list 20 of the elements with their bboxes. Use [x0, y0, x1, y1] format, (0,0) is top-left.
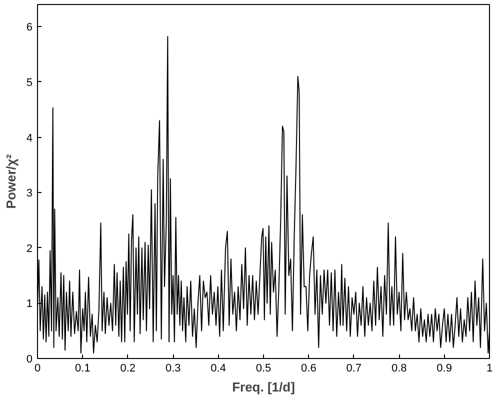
x-tick-label: 0.5 — [256, 362, 272, 374]
y-tick-label: 6 — [26, 22, 33, 34]
x-tick-label: 0.8 — [391, 362, 407, 374]
x-tick-label: 1 — [486, 362, 493, 374]
y-tick-label: 3 — [26, 188, 33, 200]
y-tick-label: 4 — [26, 132, 33, 144]
x-tick-label: 0.3 — [165, 362, 181, 374]
x-tick-label: 0.1 — [75, 362, 90, 374]
x-tick-label: 0.7 — [346, 362, 362, 374]
y-axis-title: Power/χ² — [3, 154, 18, 209]
y-tick-label: 0 — [26, 354, 33, 366]
y-tick-label: 1 — [26, 298, 33, 310]
x-tick-label: 0.2 — [120, 362, 136, 374]
x-tick-label: 0 — [34, 362, 41, 374]
y-tick-label: 5 — [26, 76, 33, 89]
x-axis-title: Freq. [1/d] — [232, 380, 295, 394]
x-tick-label: 0.4 — [210, 362, 226, 374]
y-tick-label: 2 — [26, 242, 33, 255]
x-tick-label: 0.6 — [301, 362, 316, 374]
x-tick-label: 0.9 — [436, 362, 452, 374]
